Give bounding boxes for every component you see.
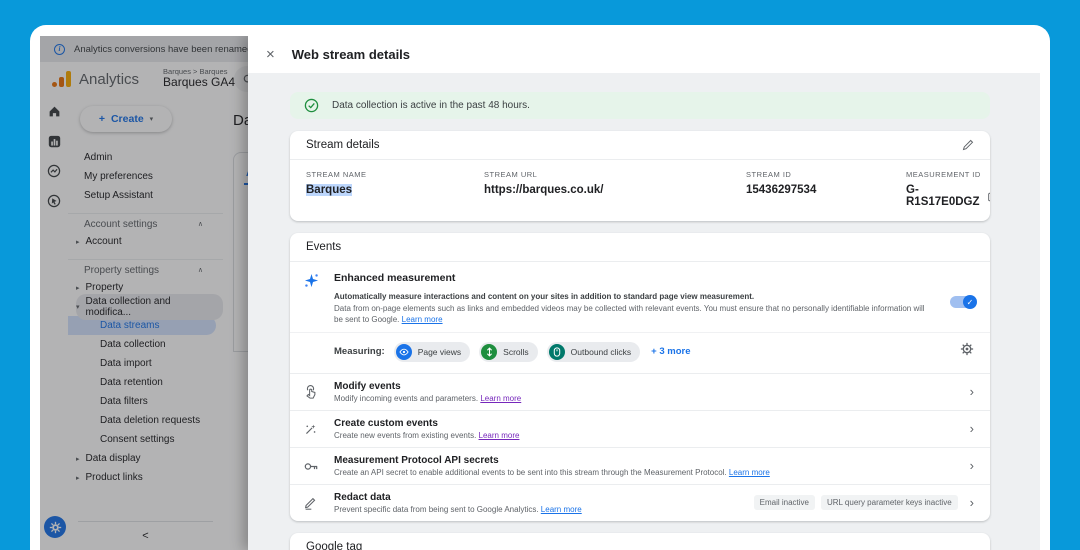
tree-right-icon: ▸ [76, 238, 80, 246]
sidebar-item-data-retention[interactable]: Data retention [100, 377, 163, 388]
learn-more-link[interactable]: Learn more [480, 393, 522, 403]
chevron-right-icon: › [969, 495, 974, 511]
field-measurement-id: MEASUREMENT ID G-R1S17E0DGZ [906, 170, 990, 208]
breadcrumb: Barques > Barques [163, 66, 228, 76]
plus-icon: + [98, 113, 105, 125]
status-badge: URL query parameter keys inactive [821, 495, 958, 511]
tree-right-icon: ▸ [76, 284, 80, 292]
key-icon [304, 460, 334, 472]
sidebar-item-data-streams[interactable]: Data streams [68, 316, 216, 335]
events-title: Events [306, 241, 342, 253]
check-circle-icon [304, 98, 319, 113]
info-icon: i [54, 43, 65, 55]
field-stream-id: STREAM ID 15436297534 [746, 170, 817, 196]
chip-scrolls[interactable]: Scrolls [479, 341, 538, 362]
section-property-settings[interactable]: Property settings ∧ [68, 259, 223, 278]
eye-icon [395, 343, 412, 360]
measuring-label: Measuring: [334, 346, 385, 358]
left-nav-rail [40, 96, 68, 550]
analytics-app: i Analytics conversions have been rename… [40, 36, 1040, 550]
sidebar-item-property[interactable]: ▸ Property [76, 282, 124, 293]
wand-icon [304, 422, 334, 436]
sheet-title: Web stream details [291, 47, 411, 62]
browser-window: i Analytics conversions have been rename… [30, 25, 1050, 550]
redact-data-row[interactable]: Redact data Prevent specific data from b… [290, 483, 990, 521]
home-icon[interactable] [40, 96, 68, 126]
create-button[interactable]: + Create ▾ [80, 106, 172, 132]
sidebar-item-data-import[interactable]: Data import [100, 358, 152, 369]
sidebar-item-data-collection-parent[interactable]: ▾ Data collection and modifica... [68, 293, 223, 320]
enhanced-measurement-desc: Automatically measure interactions and c… [334, 292, 925, 325]
explore-icon[interactable] [40, 156, 68, 186]
chip-outbound-clicks[interactable]: Outbound clicks [546, 341, 641, 362]
sidebar-item-my-preferences[interactable]: My preferences [84, 171, 153, 182]
stream-name-value[interactable]: Barques [306, 184, 353, 196]
collapse-up-icon: ∧ [197, 221, 203, 228]
field-stream-name: STREAM NAME Barques [306, 170, 367, 196]
tree-right-icon: ▸ [76, 455, 80, 463]
stream-details-title: Stream details [306, 139, 380, 151]
mouse-icon [548, 343, 565, 360]
advertising-icon[interactable] [40, 186, 68, 216]
tree-right-icon: ▸ [76, 474, 80, 482]
measuring-row: Measuring: Page views Scrolls Outbound c… [290, 331, 990, 373]
modify-events-row[interactable]: Modify events Modify incoming events and… [290, 372, 990, 410]
sparkle-icon [304, 272, 334, 326]
google-tag-card: Google tag Configure tag settings Config… [290, 532, 990, 550]
tree-down-icon: ▾ [76, 303, 80, 311]
chevron-down-icon: ▾ [149, 116, 154, 123]
section-account-settings[interactable]: Account settings ∧ [68, 213, 223, 232]
sidebar-item-setup-assistant[interactable]: Setup Assistant [84, 190, 153, 201]
property-name: Barques GA4 [163, 75, 236, 90]
sheet-header: × Web stream details [248, 36, 1040, 73]
sidebar-collapse-button[interactable]: < [78, 521, 213, 542]
sidebar-item-account[interactable]: ▸ Account [76, 236, 122, 247]
copy-icon[interactable] [988, 190, 990, 202]
settings-gear-icon[interactable] [960, 342, 974, 361]
sheet-body: Data collection is active in the past 48… [248, 73, 1040, 550]
events-card: Events Enhanced measurement Automaticall… [290, 233, 990, 521]
status-text: Data collection is active in the past 48… [332, 100, 530, 111]
collapse-up-icon: ∧ [197, 267, 203, 274]
status-banner: Data collection is active in the past 48… [290, 92, 990, 119]
reports-icon[interactable] [40, 126, 68, 156]
sidebar-item-consent-settings[interactable]: Consent settings [100, 434, 175, 445]
create-custom-events-row[interactable]: Create custom events Create new events f… [290, 409, 990, 447]
scroll-icon [481, 343, 498, 360]
chip-page-views[interactable]: Page views [393, 341, 471, 362]
sidebar-item-data-display[interactable]: ▸ Data display [76, 453, 141, 464]
enhanced-measurement-toggle[interactable]: ✓ [950, 295, 977, 309]
analytics-logo-icon [52, 71, 71, 87]
field-stream-url: STREAM URL https://barques.co.uk/ [484, 170, 604, 196]
learn-more-link[interactable]: Learn more [540, 504, 582, 514]
web-stream-details-sheet: × Web stream details Data collection is … [248, 36, 1040, 550]
sidebar-item-admin[interactable]: Admin [84, 152, 113, 163]
edit-pencil-icon[interactable] [962, 139, 974, 151]
touch-icon [304, 384, 334, 399]
close-icon[interactable]: × [266, 46, 275, 63]
redact-pen-icon [304, 496, 334, 510]
google-tag-title: Google tag [306, 540, 363, 550]
enhanced-measurement-row: Enhanced measurement Automatically measu… [290, 262, 990, 332]
learn-more-link[interactable]: Learn more [478, 430, 520, 440]
chevron-right-icon: › [969, 458, 974, 474]
learn-more-link[interactable]: Learn more [728, 467, 770, 477]
admin-sidebar: + Create ▾ Admin My preferences Setup As… [68, 96, 223, 550]
admin-gear-icon[interactable] [44, 516, 66, 538]
chevron-right-icon: › [969, 384, 974, 400]
more-chips-link[interactable]: + 3 more [651, 346, 691, 358]
brand-title: Analytics [79, 70, 140, 88]
chevron-right-icon: › [969, 421, 974, 437]
status-badge: Email inactive [753, 495, 815, 511]
check-icon: ✓ [966, 297, 974, 307]
stream-details-card: Stream details STREAM NAME Barques STREA… [290, 131, 990, 221]
sidebar-item-data-filters[interactable]: Data filters [100, 396, 148, 407]
sidebar-item-data-deletion-requests[interactable]: Data deletion requests [100, 415, 201, 426]
sidebar-item-data-collection[interactable]: Data collection [100, 339, 166, 350]
sidebar-item-product-links[interactable]: ▸ Product links [76, 472, 143, 483]
learn-more-link[interactable]: Learn more [401, 315, 443, 325]
measurement-protocol-row[interactable]: Measurement Protocol API secrets Create … [290, 446, 990, 484]
enhanced-measurement-title: Enhanced measurement [334, 272, 456, 284]
